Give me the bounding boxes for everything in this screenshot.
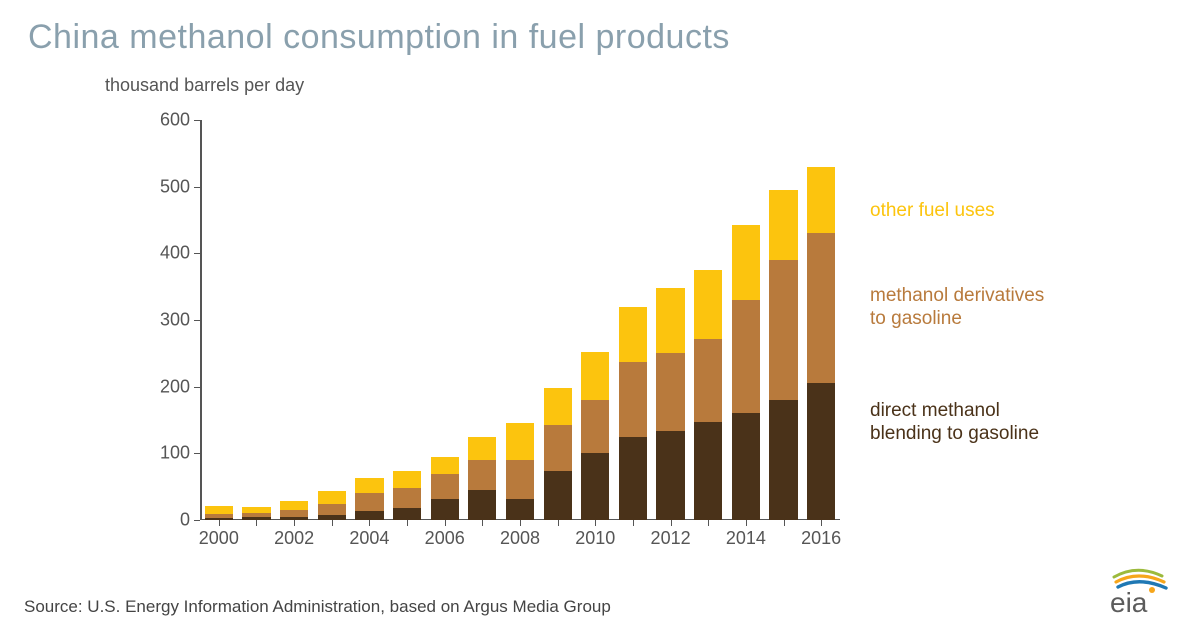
x-tick-mark [407,520,408,526]
bar-segment-direct [468,490,496,520]
legend-label-deriv: methanol derivativesto gasoline [870,285,1044,331]
legend-label-other: other fuel uses [870,200,995,223]
x-tick-label: 2006 [425,520,465,549]
bar-segment-other [431,457,459,474]
x-tick-label: 2012 [651,520,691,549]
bar-segment-deriv [318,504,346,515]
bar-segment-deriv [732,300,760,413]
bar-segment-deriv [355,493,383,512]
bar-segment-deriv [769,260,797,400]
x-tick-label: 2008 [500,520,540,549]
bar-segment-deriv [205,514,233,518]
x-tick-label: 2010 [575,520,615,549]
bar-segment-direct [355,511,383,520]
bar-segment-direct [318,515,346,520]
x-tick-label: 2000 [199,520,239,549]
x-tick-mark [256,520,257,526]
y-tick-label: 0 [180,510,200,531]
bar-segment-direct [280,517,308,520]
bar-segment-direct [581,453,609,520]
y-tick-label: 300 [160,310,200,331]
bar-segment-direct [431,499,459,520]
bar-segment-other [205,506,233,514]
y-tick-label: 200 [160,376,200,397]
bar-segment-deriv [619,362,647,437]
bar-segment-direct [242,517,270,520]
bar-segment-deriv [506,460,534,499]
bar-segment-direct [694,422,722,520]
bar-segment-deriv [807,233,835,383]
bar-segment-other [807,167,835,234]
x-tick-mark [708,520,709,526]
y-tick-label: 600 [160,110,200,131]
svg-text:eia: eia [1110,587,1148,617]
bar-segment-other [732,225,760,300]
bar-segment-other [242,507,270,514]
bar-segment-deriv [544,425,572,472]
legend-label-direct: direct methanolblending to gasoline [870,400,1039,446]
bar-segment-other [506,423,534,460]
bar-segment-deriv [431,474,459,499]
x-tick-mark [482,520,483,526]
bar-segment-other [280,501,308,510]
chart-area: 0100200300400500600200020022004200620082… [200,120,840,520]
bar-segment-direct [656,431,684,520]
bar-segment-deriv [694,339,722,422]
y-tick-label: 400 [160,243,200,264]
bar-segment-deriv [581,400,609,453]
x-tick-label: 2016 [801,520,841,549]
bar-segment-direct [807,383,835,520]
bar-segment-direct [506,499,534,520]
bar-segment-other [393,471,421,488]
x-tick-label: 2004 [349,520,389,549]
y-axis-title: thousand barrels per day [105,75,304,96]
x-tick-mark [332,520,333,526]
bar-segment-deriv [393,488,421,508]
bar-segment-deriv [242,513,270,517]
x-tick-label: 2014 [726,520,766,549]
x-tick-mark [558,520,559,526]
bar-segment-other [581,352,609,400]
x-tick-mark [784,520,785,526]
bar-segment-direct [205,518,233,520]
bar-segment-other [318,491,346,504]
bar-segment-other [468,437,496,460]
bar-segment-direct [393,508,421,520]
source-text: Source: U.S. Energy Information Administ… [24,597,611,617]
bar-segment-direct [619,437,647,520]
bar-segment-direct [769,400,797,520]
bar-segment-other [544,388,572,425]
bar-segment-other [656,288,684,353]
bar-segment-deriv [280,510,308,517]
x-tick-mark [633,520,634,526]
y-tick-label: 100 [160,443,200,464]
bar-segment-other [694,270,722,339]
y-axis-line [200,120,202,520]
eia-logo: eia [1102,562,1172,617]
bar-segment-other [355,478,383,493]
bar-segment-direct [544,471,572,520]
x-tick-label: 2002 [274,520,314,549]
chart-title: China methanol consumption in fuel produ… [28,18,730,57]
bar-segment-deriv [468,460,496,490]
y-tick-label: 500 [160,176,200,197]
bar-segment-other [769,190,797,260]
bar-segment-other [619,307,647,362]
bar-segment-direct [732,413,760,520]
bar-segment-deriv [656,353,684,431]
